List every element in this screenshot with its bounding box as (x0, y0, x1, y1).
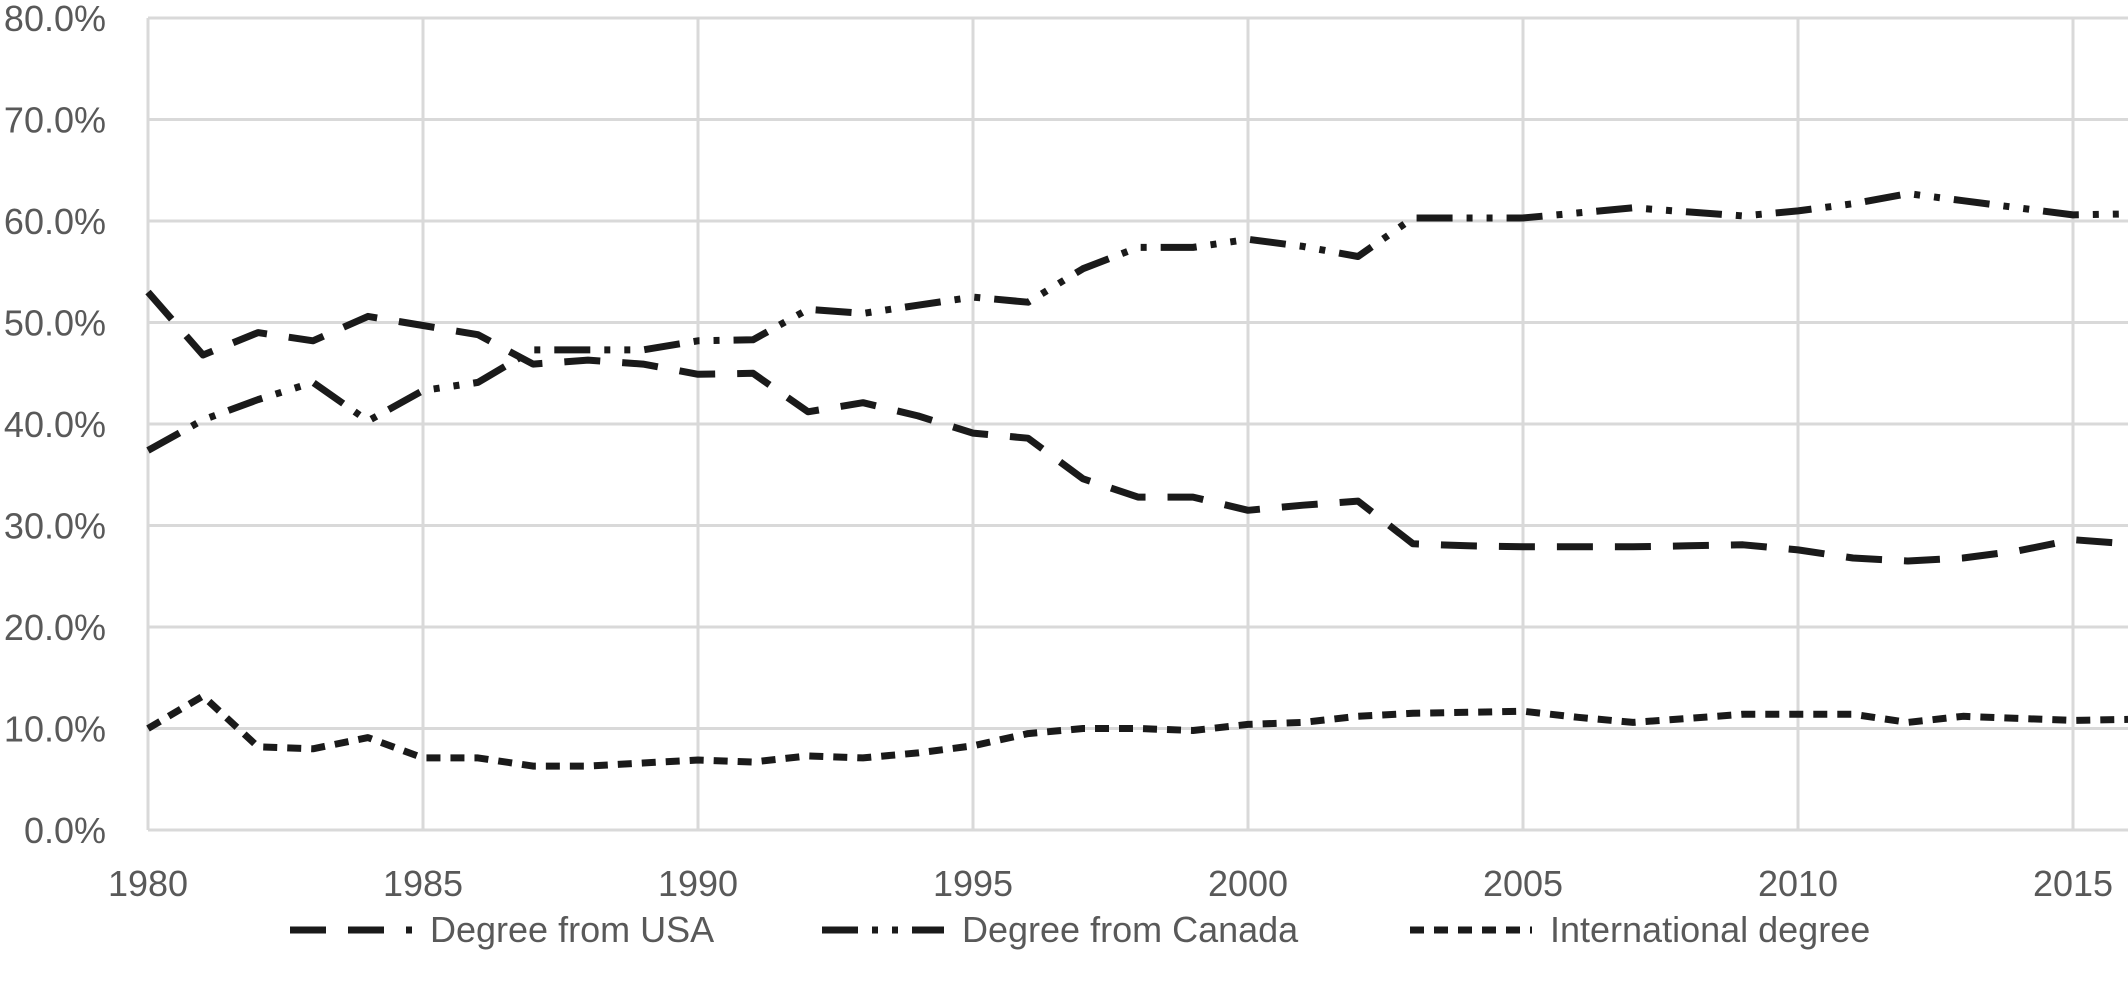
legend-item-degree-from-canada: Degree from Canada (822, 909, 1299, 950)
y-tick-label: 20.0% (4, 607, 106, 648)
y-tick-label: 60.0% (4, 201, 106, 242)
gridlines (146, 16, 2128, 832)
x-tick-label: 1995 (933, 863, 1013, 904)
legend: Degree from USA Degree from Canada Interna… (290, 909, 1870, 950)
x-tick-label: 2010 (1758, 863, 1838, 904)
y-tick-label: 0.0% (24, 810, 106, 851)
y-tick-label: 50.0% (4, 303, 106, 344)
series-line-international-degree (146, 692, 2128, 770)
y-tick-label: 10.0% (4, 709, 106, 750)
series-line-degree-from-usa (145, 289, 2128, 565)
legend-item-degree-from-usa: Degree from USA (290, 909, 714, 950)
legend-label: Degree from USA (430, 909, 714, 950)
x-tick-label: 1990 (658, 863, 738, 904)
series-line-degree-from-canada (146, 190, 2128, 454)
x-tick-label: 1985 (383, 863, 463, 904)
x-tick-label: 2015 (2033, 863, 2113, 904)
x-tick-label: 2000 (1208, 863, 1288, 904)
legend-item-international-degree: International degree (1410, 909, 1870, 950)
x-tick-label: 2005 (1483, 863, 1563, 904)
y-tick-label: 80.0% (4, 0, 106, 39)
legend-label: Degree from Canada (962, 909, 1299, 950)
y-tick-label: 70.0% (4, 100, 106, 141)
y-tick-label: 30.0% (4, 506, 106, 547)
x-axis-tick-labels: 1980 1985 1990 1995 2000 2005 2010 2015 (108, 863, 2113, 904)
y-tick-label: 40.0% (4, 404, 106, 445)
x-tick-label: 1980 (108, 863, 188, 904)
y-axis-tick-labels: 0.0% 10.0% 20.0% 30.0% 40.0% 50.0% 60.0% 70.0% 8… (4, 0, 106, 851)
series-lines (145, 190, 2128, 770)
legend-label: International degree (1550, 909, 1870, 950)
